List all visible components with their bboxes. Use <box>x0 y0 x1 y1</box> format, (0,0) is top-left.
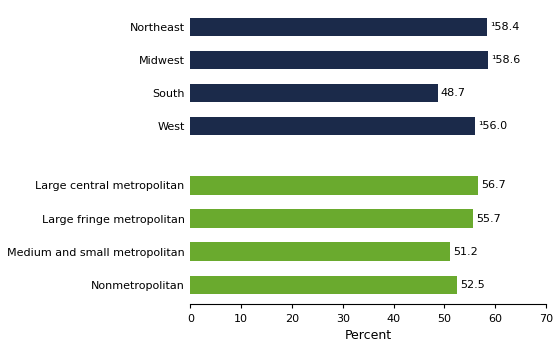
Text: 56.7: 56.7 <box>482 180 506 191</box>
Bar <box>190 51 488 69</box>
Text: ¹58.6: ¹58.6 <box>491 55 520 65</box>
Bar <box>190 209 473 228</box>
Bar <box>190 276 457 294</box>
Bar <box>190 117 475 135</box>
Text: ¹56.0: ¹56.0 <box>478 121 507 131</box>
Bar <box>190 176 478 194</box>
Text: ¹58.4: ¹58.4 <box>490 22 520 32</box>
Bar <box>190 18 487 36</box>
Text: 48.7: 48.7 <box>441 88 466 98</box>
Text: 55.7: 55.7 <box>477 214 501 223</box>
Bar <box>190 84 438 102</box>
Bar <box>190 243 450 261</box>
Text: 51.2: 51.2 <box>454 247 478 257</box>
Text: 52.5: 52.5 <box>460 280 485 290</box>
X-axis label: Percent: Percent <box>344 329 391 342</box>
